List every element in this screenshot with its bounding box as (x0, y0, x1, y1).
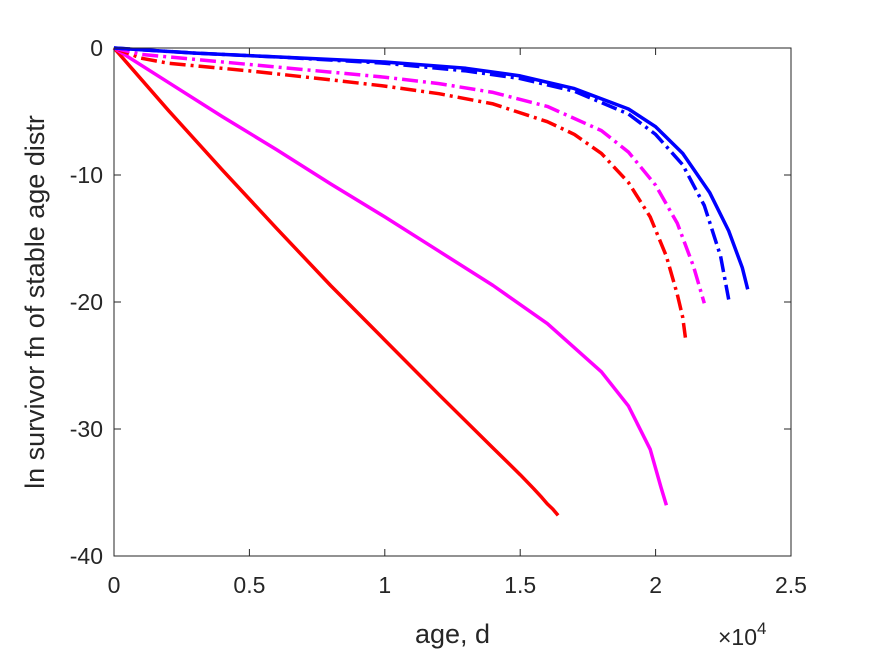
series-layer (112, 46, 750, 517)
x-tick-label: 2 (649, 572, 662, 598)
series-line-2 (113, 46, 669, 506)
y-tick-label: -10 (70, 162, 103, 188)
series-line-4 (113, 46, 706, 304)
x-tick-label: 0.5 (233, 572, 265, 598)
x-tick-label: 2.5 (775, 572, 807, 598)
y-axis-label: ln survivor fn of stable age distr (20, 115, 50, 489)
plot-area (114, 48, 791, 556)
x-axis-label: age, d (415, 619, 490, 649)
x-tick-label: 1.5 (504, 572, 536, 598)
x-axis-multiplier-base: ×10 (718, 624, 757, 650)
x-axis-multiplier: ×104 (718, 619, 766, 650)
series-line-6 (113, 46, 750, 290)
y-tick-label: -40 (70, 543, 103, 569)
y-tick-label: -30 (70, 416, 103, 442)
y-tick-label: 0 (90, 35, 103, 61)
tick-labels-layer: 0 0.5 1 1.5 2 2.5 0 -10 -20 -30 -40 (70, 35, 807, 598)
y-tick-label: -20 (70, 289, 103, 315)
x-tick-label: 1 (378, 572, 391, 598)
x-tick-label: 0 (108, 572, 121, 598)
series-line-1 (112, 46, 560, 517)
ticks-layer (113, 47, 792, 557)
series-line-5 (113, 46, 731, 300)
series-line-3 (113, 46, 688, 338)
x-axis-multiplier-exponent: 4 (757, 619, 766, 638)
